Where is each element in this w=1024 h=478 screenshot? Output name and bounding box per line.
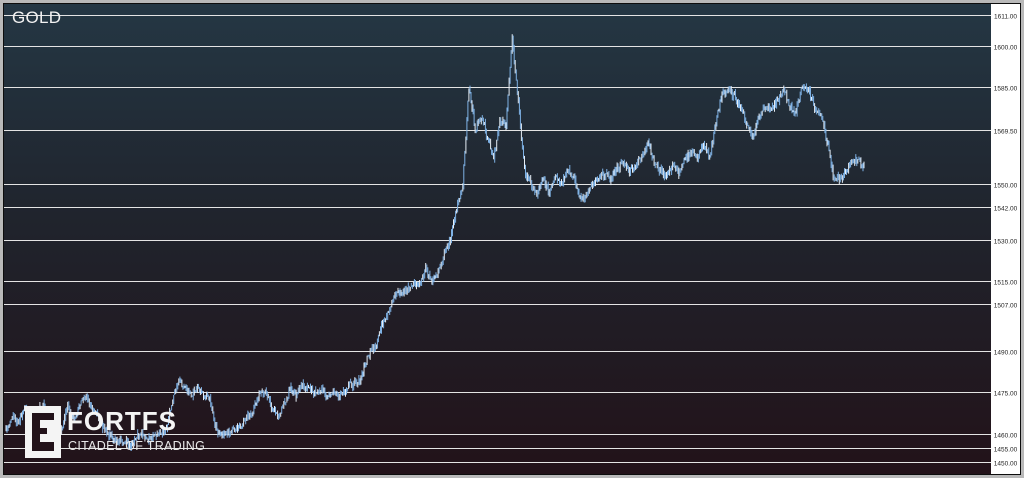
logo-tagline: CITADEL OF TRADING	[68, 439, 206, 453]
y-tick-label: 1600.00	[994, 45, 1018, 52]
y-tick-label: 1455.00	[994, 447, 1018, 454]
y-tick-label: 1569.50	[994, 129, 1018, 136]
price-chart: 1611.00 1600.00 1585.00 1569.50 1550.00 1542.…	[4, 4, 1020, 474]
y-tick-label: 1475.00	[994, 391, 1018, 398]
y-tick-label: 1550.00	[994, 183, 1018, 190]
y-tick-label: 1507.00	[994, 303, 1018, 310]
y-tick-label: 1450.00	[994, 461, 1018, 468]
price-axis	[991, 4, 1020, 474]
fortfs-logo: FORTFS CITADEL OF TRADING	[25, 406, 215, 462]
y-tick-label: 1530.00	[994, 239, 1018, 246]
fortfs-logo-icon	[25, 406, 61, 458]
y-tick-label: 1585.00	[994, 86, 1018, 93]
y-tick-label: 1490.00	[994, 350, 1018, 357]
logo-name: FORTFS	[67, 406, 177, 436]
y-tick-label: 1611.00	[994, 14, 1017, 21]
y-tick-label: 1460.00	[994, 433, 1018, 440]
chart-panel: 1611.00 1600.00 1585.00 1569.50 1550.00 1542.…	[3, 3, 1021, 475]
chart-title: GOLD	[12, 8, 62, 27]
y-tick-label: 1515.00	[994, 280, 1018, 287]
y-tick-label: 1542.00	[994, 206, 1018, 213]
